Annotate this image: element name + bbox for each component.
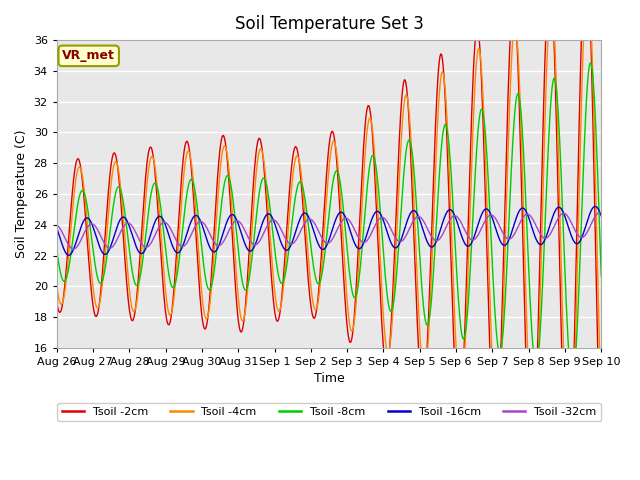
Text: VR_met: VR_met <box>62 49 115 62</box>
Line: Tsoil -4cm: Tsoil -4cm <box>57 0 601 460</box>
Title: Soil Temperature Set 3: Soil Temperature Set 3 <box>235 15 424 33</box>
Tsoil -2cm <box>53 300 61 306</box>
Tsoil -8cm <box>569 377 577 383</box>
Tsoil -8cm <box>119 196 127 202</box>
Tsoil -4cm <box>411 224 419 230</box>
Tsoil -2cm <box>411 263 419 269</box>
Tsoil -2cm <box>63 262 70 267</box>
Line: Tsoil -32cm: Tsoil -32cm <box>57 213 601 249</box>
Tsoil -4cm <box>53 283 61 288</box>
Tsoil -32cm <box>70 246 77 252</box>
Legend: Tsoil -2cm, Tsoil -4cm, Tsoil -8cm, Tsoil -16cm, Tsoil -32cm: Tsoil -2cm, Tsoil -4cm, Tsoil -8cm, Tsoi… <box>58 403 601 421</box>
Tsoil -32cm <box>175 241 182 247</box>
Tsoil -4cm <box>597 407 605 413</box>
Tsoil -32cm <box>597 210 605 216</box>
Tsoil -32cm <box>53 222 61 228</box>
Tsoil -16cm <box>412 209 420 215</box>
Tsoil -16cm <box>63 251 70 257</box>
Tsoil -4cm <box>119 207 127 213</box>
Tsoil -8cm <box>597 273 605 279</box>
Tsoil -16cm <box>65 252 73 258</box>
Tsoil -2cm <box>174 227 182 233</box>
Tsoil -8cm <box>174 266 182 272</box>
Tsoil -16cm <box>53 225 61 231</box>
Tsoil -16cm <box>204 239 211 244</box>
Tsoil -32cm <box>596 210 604 216</box>
Y-axis label: Soil Temperature (C): Soil Temperature (C) <box>15 130 28 258</box>
Tsoil -8cm <box>63 274 70 280</box>
Tsoil -8cm <box>203 281 211 287</box>
Line: Tsoil -8cm: Tsoil -8cm <box>57 63 601 380</box>
Tsoil -8cm <box>411 181 419 187</box>
Tsoil -2cm <box>119 225 127 230</box>
Tsoil -32cm <box>396 239 404 244</box>
Tsoil -2cm <box>203 322 211 327</box>
Tsoil -32cm <box>63 239 70 244</box>
Tsoil -32cm <box>412 215 420 221</box>
Tsoil -16cm <box>175 250 182 255</box>
Tsoil -32cm <box>204 227 211 232</box>
Tsoil -8cm <box>587 60 595 66</box>
Tsoil -4cm <box>63 274 70 279</box>
X-axis label: Time: Time <box>314 372 344 385</box>
Tsoil -4cm <box>396 179 403 184</box>
Tsoil -16cm <box>591 204 599 209</box>
Tsoil -8cm <box>396 237 403 243</box>
Tsoil -16cm <box>396 240 404 246</box>
Tsoil -2cm <box>396 141 403 147</box>
Tsoil -4cm <box>566 457 573 463</box>
Line: Tsoil -16cm: Tsoil -16cm <box>57 206 601 255</box>
Tsoil -32cm <box>120 224 127 229</box>
Tsoil -16cm <box>120 214 127 220</box>
Tsoil -16cm <box>597 213 605 219</box>
Tsoil -8cm <box>53 248 61 253</box>
Tsoil -2cm <box>597 472 605 478</box>
Line: Tsoil -2cm: Tsoil -2cm <box>57 0 601 480</box>
Tsoil -4cm <box>203 316 211 322</box>
Tsoil -4cm <box>174 248 182 253</box>
